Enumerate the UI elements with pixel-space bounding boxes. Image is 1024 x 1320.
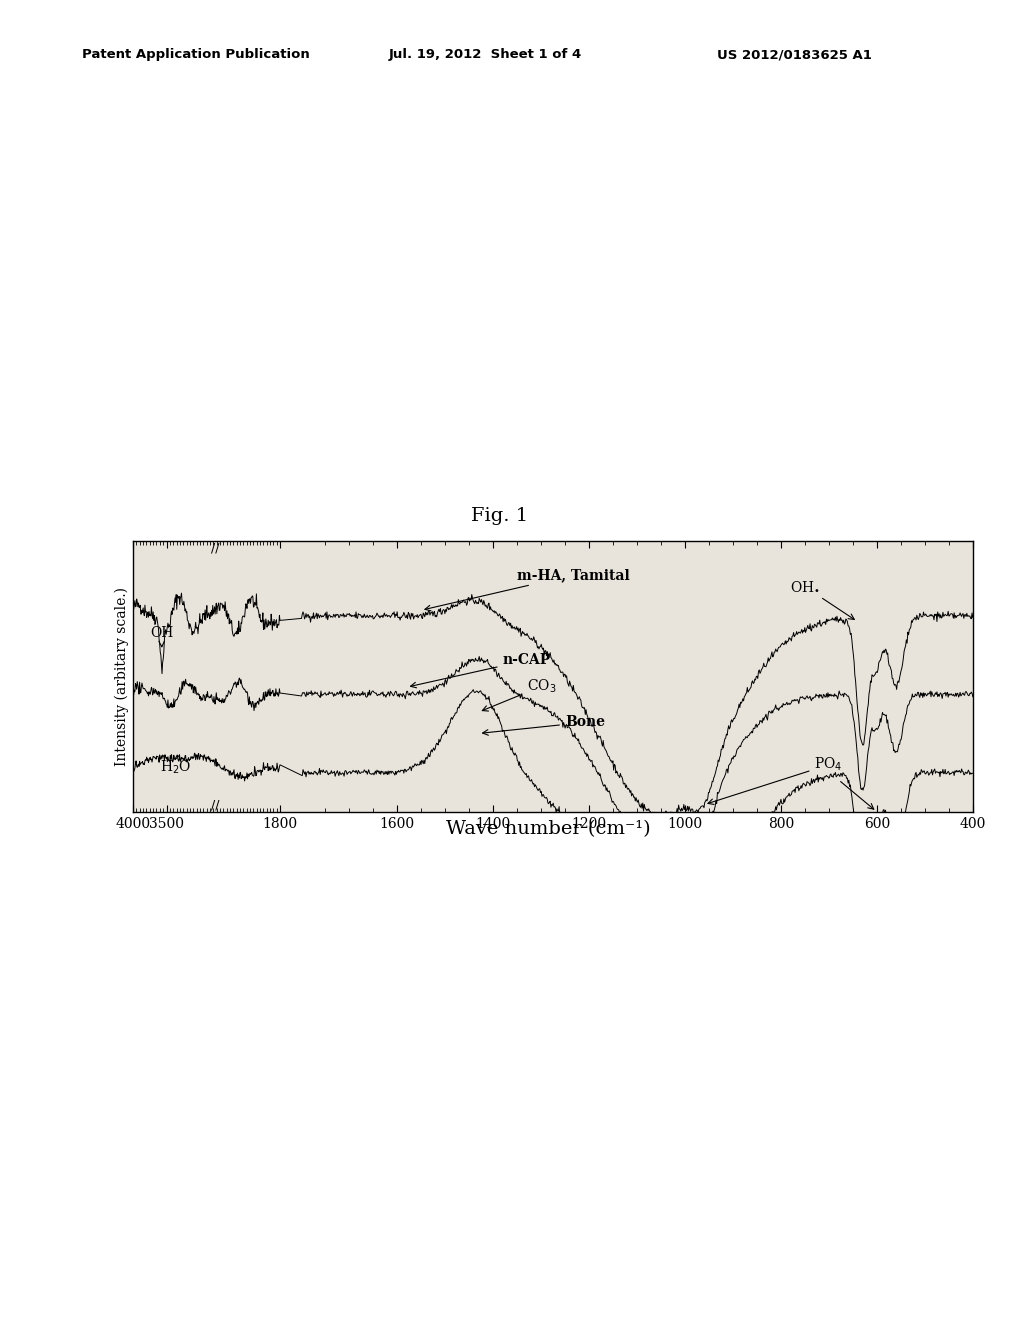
Text: PO$_4$: PO$_4$ <box>708 756 843 804</box>
Text: US 2012/0183625 A1: US 2012/0183625 A1 <box>717 48 871 61</box>
Text: n-CAP: n-CAP <box>411 653 551 688</box>
Y-axis label: Intensity (arbitary scale.): Intensity (arbitary scale.) <box>115 587 129 766</box>
Text: OH$_{•}$: OH$_{•}$ <box>791 579 854 619</box>
Text: Patent Application Publication: Patent Application Publication <box>82 48 309 61</box>
Text: Jul. 19, 2012  Sheet 1 of 4: Jul. 19, 2012 Sheet 1 of 4 <box>389 48 583 61</box>
Text: H$_2$O: H$_2$O <box>160 755 191 776</box>
Text: //: // <box>211 799 219 812</box>
Text: OH: OH <box>150 626 173 647</box>
Text: //: // <box>211 541 219 554</box>
Text: Bone: Bone <box>482 715 605 735</box>
Text: m-HA, Tamital: m-HA, Tamital <box>425 568 630 611</box>
Text: Fig. 1: Fig. 1 <box>471 507 528 525</box>
Text: CO$_3$: CO$_3$ <box>482 677 556 711</box>
Text: Wave number (cm⁻¹): Wave number (cm⁻¹) <box>445 820 650 838</box>
